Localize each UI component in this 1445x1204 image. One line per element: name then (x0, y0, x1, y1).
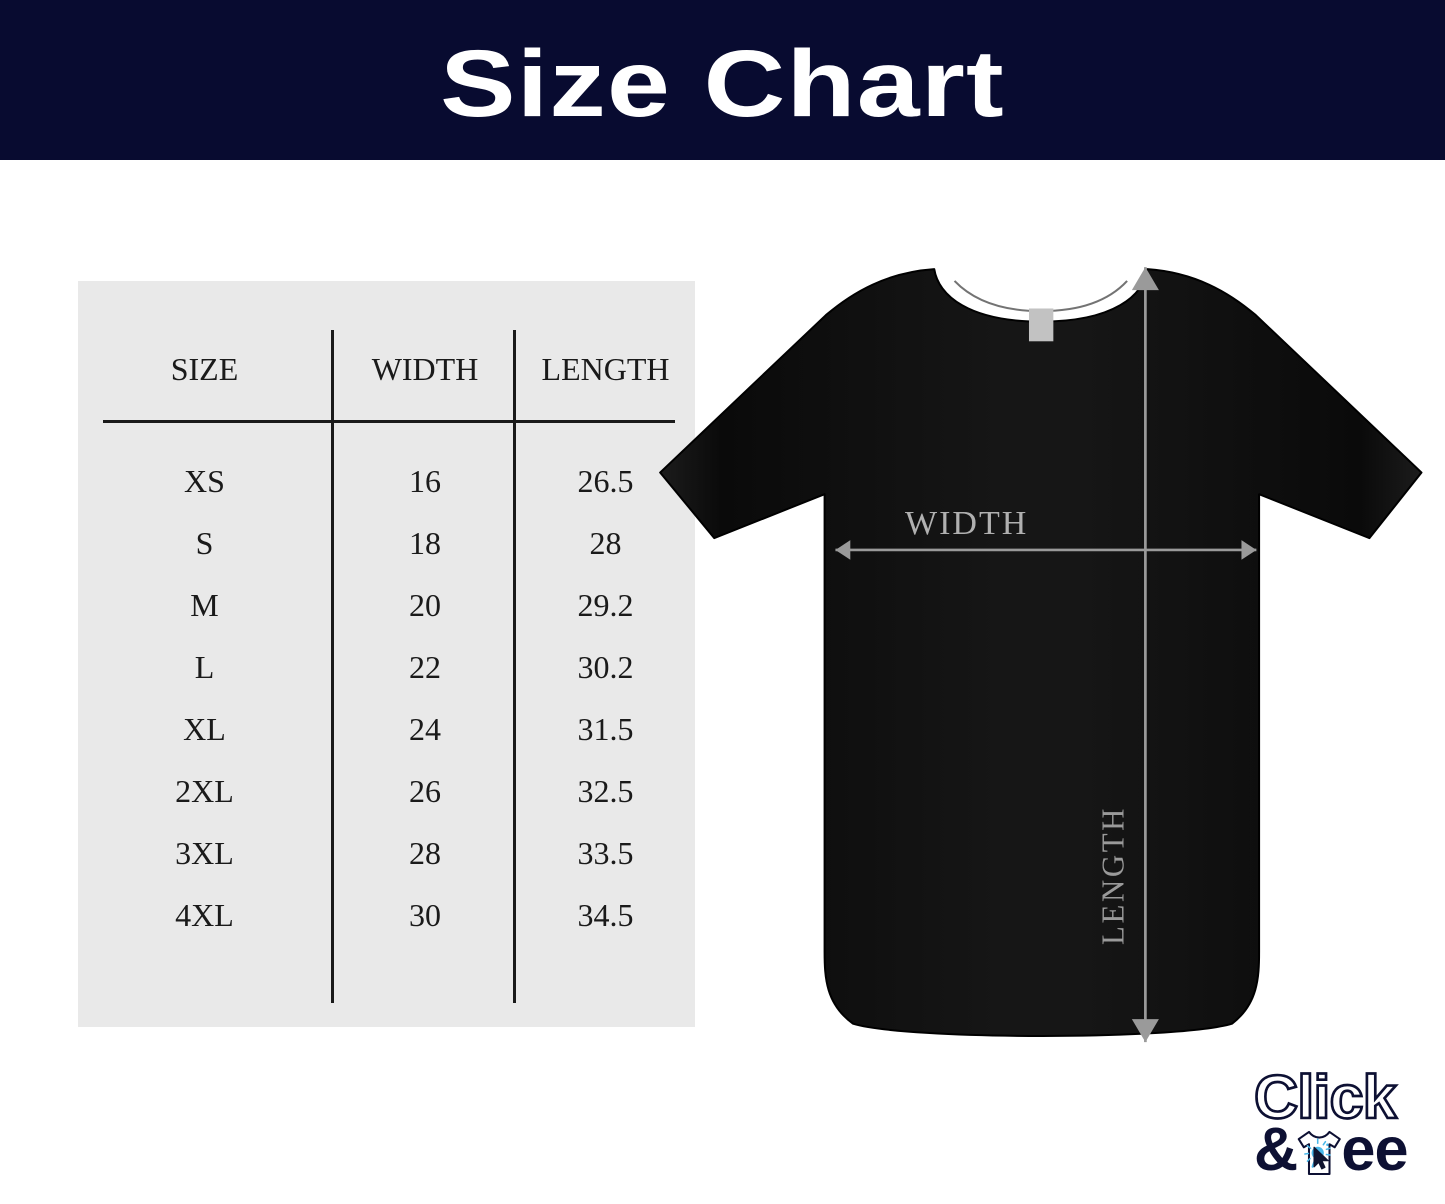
svg-text:LENGTH: LENGTH (1095, 806, 1131, 945)
